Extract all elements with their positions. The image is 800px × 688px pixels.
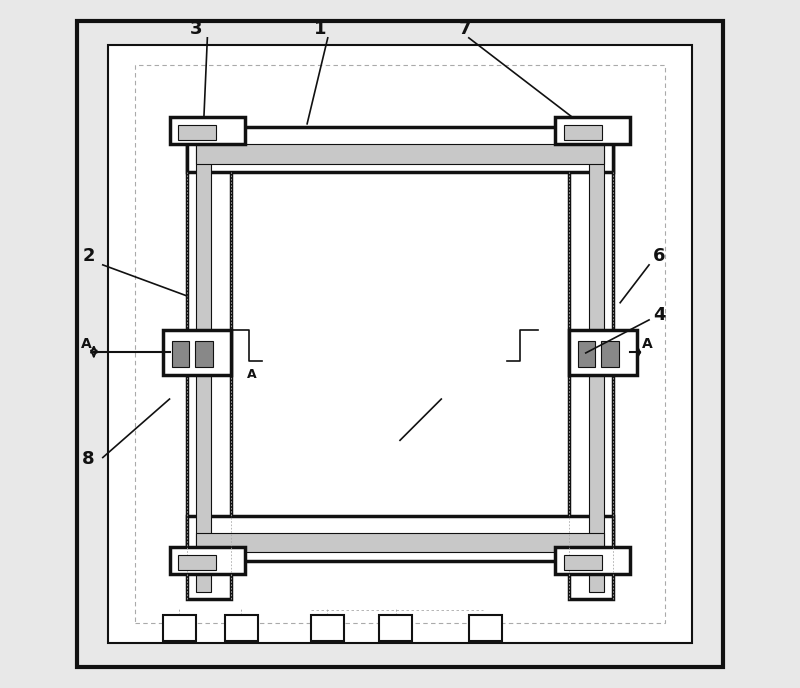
Bar <box>135 65 665 623</box>
Text: 1: 1 <box>314 21 326 39</box>
Bar <box>589 131 604 592</box>
Bar <box>196 144 604 164</box>
Text: 7: 7 <box>458 21 471 39</box>
Bar <box>178 125 216 140</box>
Bar <box>162 330 231 375</box>
Bar <box>195 341 213 367</box>
Text: 4: 4 <box>653 306 666 324</box>
Text: A: A <box>642 337 653 351</box>
Text: 6: 6 <box>653 248 666 266</box>
Bar <box>186 127 614 172</box>
Bar <box>178 555 216 570</box>
Bar <box>601 341 618 367</box>
Bar <box>555 117 630 144</box>
Bar <box>578 341 595 367</box>
Bar <box>225 615 258 641</box>
Text: A: A <box>247 368 257 381</box>
Bar <box>555 547 630 574</box>
Bar <box>469 615 502 641</box>
Bar <box>186 516 614 561</box>
Text: 2: 2 <box>82 248 94 266</box>
Bar <box>564 125 602 140</box>
Bar <box>379 615 412 641</box>
Bar <box>569 124 614 599</box>
Bar <box>170 547 246 574</box>
Bar <box>171 341 190 367</box>
Bar <box>196 131 211 592</box>
Bar <box>196 533 604 552</box>
Bar <box>186 124 231 599</box>
Bar <box>569 330 638 375</box>
Text: A: A <box>81 337 91 351</box>
Bar <box>310 615 343 641</box>
Text: 3: 3 <box>190 21 202 39</box>
Bar <box>108 45 692 643</box>
Bar <box>170 117 246 144</box>
Text: 8: 8 <box>82 451 94 469</box>
Bar <box>564 555 602 570</box>
Bar <box>162 615 196 641</box>
